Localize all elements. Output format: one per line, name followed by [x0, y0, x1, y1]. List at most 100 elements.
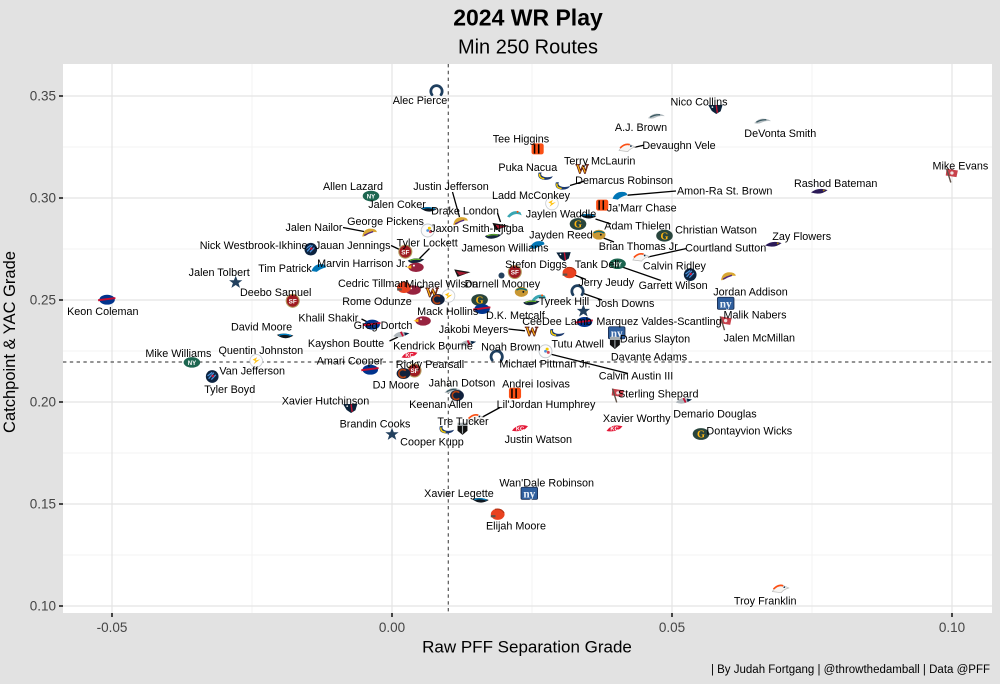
svg-text:Mike Williams: Mike Williams: [145, 348, 212, 360]
svg-text:Jaxon Smith-Njigba: Jaxon Smith-Njigba: [430, 223, 524, 235]
svg-text:Xavier Legette: Xavier Legette: [424, 488, 494, 500]
svg-text:Darius Slayton: Darius Slayton: [620, 334, 690, 346]
svg-text:Jalen Tolbert: Jalen Tolbert: [189, 267, 250, 279]
svg-text:Nico Collins: Nico Collins: [671, 97, 729, 109]
svg-text:0.25: 0.25: [30, 293, 56, 308]
svg-text:Xavier Worthy: Xavier Worthy: [603, 413, 671, 425]
svg-text:Greg Dortch: Greg Dortch: [354, 320, 413, 332]
svg-text:Lil'Jordan Humphrey: Lil'Jordan Humphrey: [497, 399, 596, 411]
svg-text:Keenan Allen: Keenan Allen: [409, 399, 473, 411]
svg-text:Quentin Johnston: Quentin Johnston: [218, 345, 303, 357]
svg-text:Tre Tucker: Tre Tucker: [437, 416, 489, 428]
svg-text:Jalen McMillan: Jalen McMillan: [724, 333, 795, 345]
svg-text:| By Judah Fortgang | @throwth: | By Judah Fortgang | @throwthedamball |…: [711, 664, 990, 676]
svg-text:0.15: 0.15: [30, 497, 56, 512]
svg-text:Tyler Boyd: Tyler Boyd: [204, 384, 255, 396]
svg-text:Van Jefferson: Van Jefferson: [219, 365, 285, 377]
svg-text:Dontayvion Wicks: Dontayvion Wicks: [706, 426, 792, 438]
svg-text:0.30: 0.30: [30, 191, 56, 206]
svg-text:Brian Thomas Jr: Brian Thomas Jr: [599, 241, 678, 253]
svg-text:Malik Nabers: Malik Nabers: [724, 309, 788, 321]
svg-text:Mike Evans: Mike Evans: [932, 160, 988, 172]
svg-text:Jaylen Waddle: Jaylen Waddle: [526, 209, 596, 221]
svg-text:Raw PFF Separation Grade: Raw PFF Separation Grade: [422, 638, 632, 657]
svg-text:DeVonta Smith: DeVonta Smith: [744, 128, 816, 140]
svg-text:Jakobi Meyers: Jakobi Meyers: [439, 324, 509, 336]
svg-text:Allen Lazard: Allen Lazard: [323, 181, 383, 193]
svg-text:Wan'Dale Robinson: Wan'Dale Robinson: [499, 478, 594, 490]
svg-text:Calvin Ridley: Calvin Ridley: [643, 261, 707, 273]
svg-text:0.10: 0.10: [30, 599, 56, 614]
svg-text:Elijah Moore: Elijah Moore: [486, 521, 546, 533]
svg-text:Rome Odunze: Rome Odunze: [342, 296, 412, 308]
svg-text:Jameson Williams: Jameson Williams: [462, 243, 550, 255]
svg-text:Davante Adams: Davante Adams: [611, 352, 688, 364]
svg-text:Troy Franklin: Troy Franklin: [734, 595, 797, 607]
svg-text:Amari Cooper: Amari Cooper: [317, 355, 384, 367]
svg-text:0.35: 0.35: [30, 89, 56, 104]
svg-text:Min 250 Routes: Min 250 Routes: [458, 37, 598, 59]
svg-text:Keon Coleman: Keon Coleman: [67, 306, 138, 318]
svg-text:Drake London: Drake London: [431, 206, 499, 218]
svg-text:Tutu Atwell: Tutu Atwell: [551, 339, 603, 351]
svg-text:Garrett Wilson: Garrett Wilson: [639, 280, 708, 292]
svg-text:Jauan Jennings: Jauan Jennings: [315, 240, 391, 252]
svg-text:Courtland Sutton: Courtland Sutton: [685, 242, 766, 254]
svg-text:Zay Flowers: Zay Flowers: [772, 231, 831, 243]
svg-text:Tank Dell: Tank Dell: [575, 259, 619, 271]
svg-text:Justin Watson: Justin Watson: [505, 434, 572, 446]
svg-text:Marvin Harrison Jr.: Marvin Harrison Jr.: [317, 258, 408, 270]
svg-text:Jerry Jeudy: Jerry Jeudy: [578, 277, 634, 289]
svg-text:Terry McLaurin: Terry McLaurin: [564, 155, 635, 167]
svg-text:-0.05: -0.05: [97, 620, 128, 635]
svg-text:DJ Moore: DJ Moore: [373, 380, 420, 392]
svg-text:Andrei Iosivas: Andrei Iosivas: [502, 379, 570, 391]
svg-text:Christian Watson: Christian Watson: [675, 224, 757, 236]
svg-text:Stefon Diggs: Stefon Diggs: [505, 259, 567, 271]
svg-text:Marquez Valdes-Scantling: Marquez Valdes-Scantling: [596, 316, 721, 328]
svg-text:Amon-Ra St. Brown: Amon-Ra St. Brown: [677, 186, 772, 198]
svg-text:Ricky Pearsall: Ricky Pearsall: [396, 359, 464, 371]
svg-text:Michael Wilson: Michael Wilson: [405, 278, 478, 290]
svg-text:Rashod Bateman: Rashod Bateman: [794, 178, 877, 190]
svg-text:Darnell Mooney: Darnell Mooney: [465, 278, 541, 290]
svg-text:Tee Higgins: Tee Higgins: [493, 134, 550, 146]
svg-text:Calvin Austin III: Calvin Austin III: [599, 370, 673, 382]
svg-text:Tim Patrick: Tim Patrick: [258, 263, 312, 275]
svg-text:Brandin Cooks: Brandin Cooks: [340, 419, 411, 431]
svg-text:Ja'Marr Chase: Ja'Marr Chase: [607, 203, 677, 215]
svg-text:Kayshon Boutte: Kayshon Boutte: [308, 338, 384, 350]
svg-text:Tyler Lockett: Tyler Lockett: [397, 238, 458, 250]
svg-text:Devaughn Vele: Devaughn Vele: [642, 140, 715, 152]
svg-text:Jayden Reed: Jayden Reed: [529, 229, 593, 241]
svg-text:A.J. Brown: A.J. Brown: [615, 122, 667, 134]
svg-text:Cooper Kupp: Cooper Kupp: [400, 436, 464, 448]
svg-text:Khalil Shakir: Khalil Shakir: [298, 313, 358, 325]
svg-text:Ladd McConkey: Ladd McConkey: [492, 190, 571, 202]
svg-text:George Pickens: George Pickens: [347, 216, 424, 228]
svg-text:Alec Pierce: Alec Pierce: [393, 95, 448, 107]
svg-text:0.20: 0.20: [30, 395, 56, 410]
svg-text:Nick Westbrook-Ikhine: Nick Westbrook-Ikhine: [200, 240, 308, 252]
svg-text:0.00: 0.00: [379, 620, 405, 635]
svg-text:Justin Jefferson: Justin Jefferson: [413, 181, 488, 193]
svg-text:David Moore: David Moore: [231, 322, 292, 334]
svg-text:Sterling Shepard: Sterling Shepard: [618, 388, 698, 400]
svg-text:Jalen Nailor: Jalen Nailor: [285, 222, 342, 234]
svg-text:Mack Hollins: Mack Hollins: [417, 306, 479, 318]
svg-text:2024 WR Play: 2024 WR Play: [453, 5, 603, 31]
svg-text:Jordan Addison: Jordan Addison: [713, 287, 787, 299]
svg-text:Josh Downs: Josh Downs: [596, 298, 655, 310]
svg-text:Xavier Hutchinson: Xavier Hutchinson: [282, 396, 370, 408]
svg-text:Jalen Coker: Jalen Coker: [368, 199, 426, 211]
svg-text:Catchpoint & YAC Grade: Catchpoint & YAC Grade: [1, 251, 19, 433]
svg-text:Deebo Samuel: Deebo Samuel: [240, 287, 311, 299]
svg-text:Adam Thielen: Adam Thielen: [604, 221, 670, 233]
svg-text:Jahan Dotson: Jahan Dotson: [429, 377, 496, 389]
svg-text:Demarcus Robinson: Demarcus Robinson: [575, 175, 673, 187]
svg-text:Michael Pittman Jr.: Michael Pittman Jr.: [499, 359, 590, 371]
svg-text:Puka Nacua: Puka Nacua: [498, 162, 557, 174]
svg-text:0.05: 0.05: [659, 620, 685, 635]
svg-text:Cedric Tillman: Cedric Tillman: [338, 278, 406, 290]
svg-text:CeeDee Lamb: CeeDee Lamb: [522, 316, 592, 328]
